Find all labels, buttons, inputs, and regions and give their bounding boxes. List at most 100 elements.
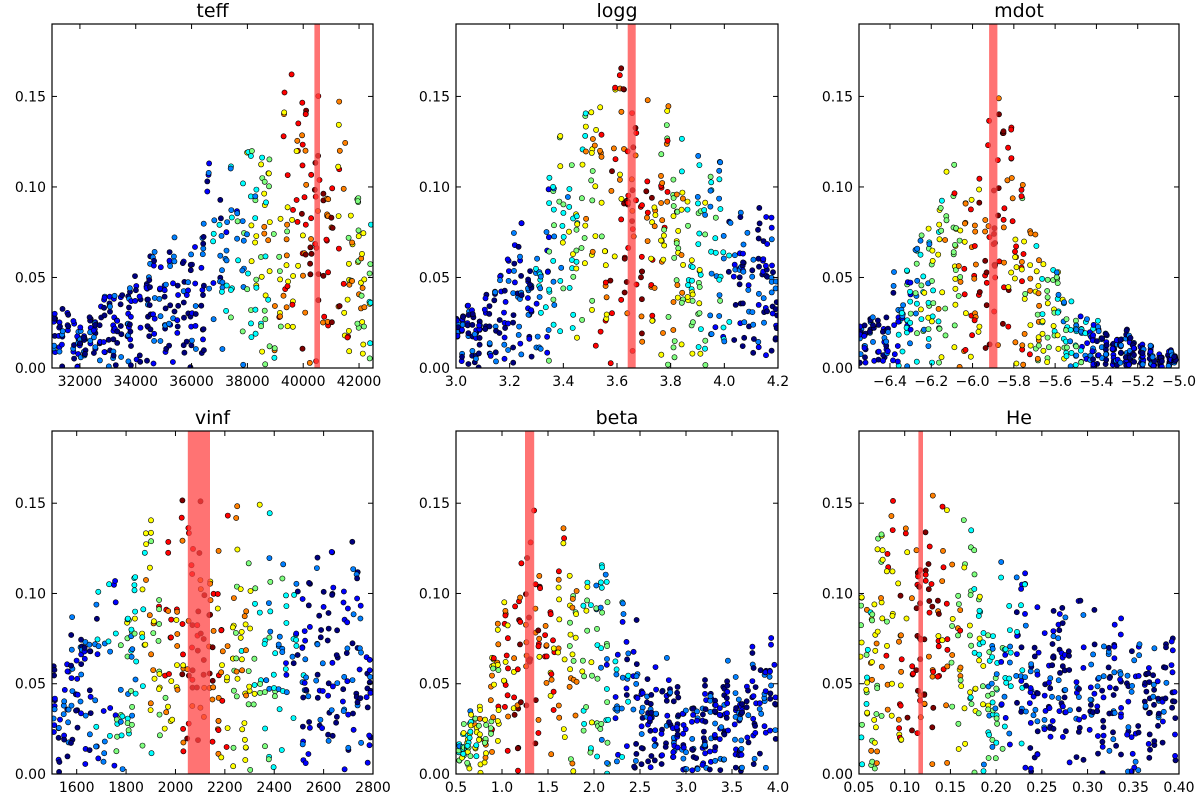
data-point	[1014, 651, 1020, 657]
data-point	[942, 332, 949, 339]
data-point	[598, 736, 605, 743]
data-point	[862, 354, 868, 361]
data-point	[105, 638, 112, 645]
data-point	[557, 163, 564, 170]
data-point	[289, 323, 296, 330]
data-point	[723, 715, 730, 721]
data-point	[859, 594, 865, 601]
data-point	[517, 641, 523, 648]
data-point	[271, 354, 278, 361]
data-point	[57, 323, 63, 330]
data-point	[459, 321, 466, 328]
data-point	[306, 624, 313, 630]
data-point	[929, 761, 936, 767]
data-point	[105, 363, 112, 368]
data-point	[68, 662, 74, 669]
data-point	[101, 738, 108, 745]
data-point	[490, 655, 497, 662]
data-point	[150, 262, 157, 269]
data-point	[633, 758, 639, 764]
data-point	[755, 338, 762, 345]
data-point	[918, 232, 925, 239]
data-point	[345, 260, 352, 267]
data-point	[1091, 690, 1098, 697]
data-point	[658, 237, 664, 244]
data-point	[859, 761, 865, 768]
data-point	[883, 568, 890, 575]
data-point	[584, 627, 591, 634]
data-point	[973, 261, 979, 268]
data-point	[556, 568, 562, 575]
data-point	[1035, 342, 1042, 349]
data-point	[233, 655, 240, 662]
data-point	[633, 673, 640, 680]
data-point	[1023, 682, 1029, 689]
data-point	[1129, 750, 1136, 757]
data-point	[306, 580, 312, 586]
data-point	[618, 108, 625, 115]
data-point	[491, 681, 497, 688]
data-point	[694, 708, 700, 715]
data-point	[341, 309, 348, 316]
data-point	[725, 727, 731, 734]
data-point	[955, 720, 962, 727]
data-point	[252, 306, 259, 313]
y-tick-label: 0.15	[15, 89, 46, 105]
data-point	[993, 685, 1000, 692]
data-point	[1118, 342, 1124, 349]
data-point	[94, 651, 101, 658]
data-point	[252, 239, 258, 246]
data-point	[57, 716, 63, 723]
data-point	[283, 689, 290, 696]
data-point	[1055, 677, 1062, 684]
data-point	[1055, 345, 1062, 352]
data-point	[741, 319, 748, 326]
data-point	[537, 285, 544, 292]
data-point	[465, 361, 472, 367]
data-point	[317, 716, 324, 723]
data-point	[998, 701, 1005, 708]
data-point	[345, 234, 352, 241]
data-point	[935, 633, 942, 639]
data-point	[95, 588, 102, 595]
data-point	[82, 351, 88, 357]
data-point	[132, 287, 139, 294]
data-point	[335, 245, 342, 252]
data-point	[569, 760, 576, 767]
data-point	[166, 320, 172, 327]
data-point	[305, 751, 312, 757]
data-point	[1139, 361, 1146, 368]
data-point	[340, 686, 347, 693]
data-point	[308, 171, 315, 178]
data-point	[976, 607, 983, 614]
data-point	[1095, 328, 1102, 335]
data-point	[607, 360, 614, 367]
data-point	[73, 657, 80, 664]
data-point	[299, 141, 306, 148]
data-point	[224, 219, 230, 225]
data-point	[980, 663, 987, 669]
data-point	[621, 289, 628, 296]
data-point	[724, 688, 731, 695]
data-point	[930, 300, 937, 306]
data-point	[350, 611, 357, 618]
data-point	[935, 305, 942, 312]
data-point	[1035, 290, 1042, 297]
data-point	[314, 554, 321, 561]
data-point	[971, 275, 978, 282]
data-point	[623, 685, 630, 692]
axes-frame	[51, 430, 374, 775]
panel-title: vinf	[195, 407, 232, 429]
data-point	[271, 303, 278, 309]
data-point	[914, 245, 921, 252]
data-point	[464, 760, 471, 766]
data-point	[1063, 353, 1070, 360]
data-point	[694, 717, 700, 724]
x-tick-label: 4.0	[713, 374, 735, 390]
data-point	[772, 285, 778, 292]
data-point	[215, 548, 222, 554]
data-point	[257, 681, 263, 687]
data-point	[483, 750, 489, 757]
data-point	[603, 294, 610, 301]
data-point	[107, 308, 113, 315]
